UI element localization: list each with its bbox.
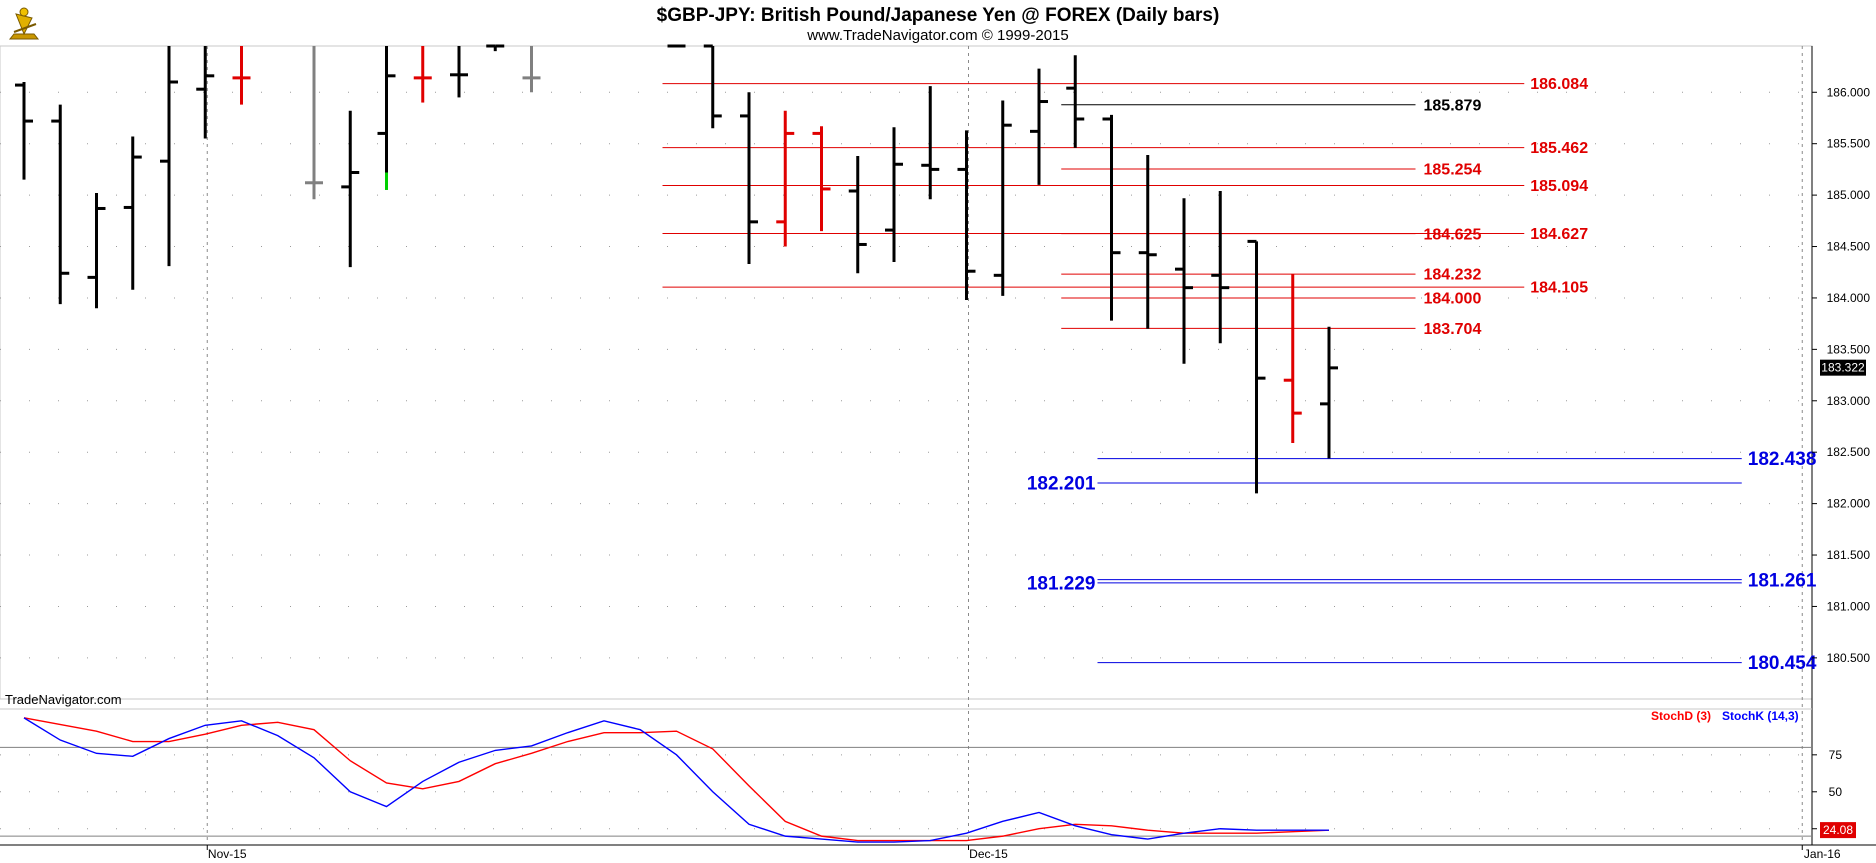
- time-axis: Nov-15 Dec-15 Jan-16: [206, 845, 1841, 861]
- time-tick-label: Jan-16: [1804, 847, 1841, 861]
- price-tick-label: 185.500: [1827, 137, 1871, 151]
- ohlc-bar: [486, 44, 505, 52]
- level-label: 182.201: [1027, 474, 1096, 495]
- stoch-tick-label: 50: [1829, 785, 1843, 799]
- price-tick-label: 181.000: [1827, 599, 1871, 613]
- ohlc-bar: [51, 104, 70, 305]
- price-tick-label: 182.000: [1827, 497, 1871, 511]
- price-tick-label: 181.500: [1827, 548, 1871, 562]
- ohlc-bar: [993, 100, 1012, 296]
- last-price-label: 183.322: [1821, 361, 1865, 375]
- level-label: 183.704: [1424, 321, 1482, 338]
- price-tick-label: 184.000: [1827, 291, 1871, 305]
- level-label: 185.254: [1424, 162, 1482, 179]
- ohlc-bar: [848, 156, 867, 274]
- level-label: 181.229: [1027, 574, 1096, 595]
- legend-stochk: StochK (14,3): [1722, 709, 1799, 723]
- stoch-series-line: [23, 717, 1329, 843]
- ohlc-bar: [957, 130, 976, 301]
- ohlc-bar: [703, 44, 722, 129]
- price-tick-label: 184.500: [1827, 240, 1871, 254]
- ohlc-bar: [1066, 55, 1085, 148]
- ohlc-bar: [15, 81, 33, 180]
- level-label: 184.625: [1424, 226, 1482, 243]
- price-tick-label: 183.000: [1827, 394, 1871, 408]
- ohlc-bar: [1320, 326, 1338, 459]
- ohlc-bar: [776, 110, 795, 247]
- stochastic-panel: 755025: [0, 717, 1843, 843]
- ohlc-bar: [305, 46, 323, 200]
- ohlc-bar: [740, 92, 758, 265]
- stoch-tick-label: 75: [1829, 748, 1843, 762]
- time-tick-label: Dec-15: [969, 847, 1008, 861]
- level-label: 184.105: [1530, 280, 1588, 297]
- ohlc-bar: [1138, 155, 1157, 329]
- ohlc-bars: [15, 44, 1338, 494]
- time-tick-label: Nov-15: [208, 847, 247, 861]
- ohlc-bar: [232, 46, 251, 105]
- ohlc-bar: [1030, 68, 1048, 185]
- price-tick-label: 186.000: [1827, 85, 1871, 99]
- ohlc-bar: [1247, 239, 1266, 494]
- level-label: 185.094: [1530, 178, 1588, 195]
- price-levels: 186.084 185.879 185.462 185.254 185.094 184.6…: [662, 76, 1817, 674]
- level-label: 184.627: [1530, 226, 1588, 243]
- ohlc-bar: [377, 46, 396, 173]
- ohlc-bar: [413, 46, 432, 103]
- level-label: 185.879: [1424, 97, 1482, 114]
- ohlc-bar: [1175, 198, 1193, 364]
- level-label: 185.462: [1530, 140, 1588, 157]
- price-tick-label: 185.000: [1827, 188, 1871, 202]
- level-label: 184.232: [1424, 267, 1482, 284]
- level-label: 184.000: [1424, 291, 1482, 308]
- level-label: 180.454: [1748, 653, 1817, 674]
- ohlc-bar: [196, 46, 215, 139]
- sextant-logo-icon: [8, 7, 40, 40]
- ohlc-bar: [123, 136, 142, 290]
- stoch-series-line: [23, 717, 1330, 842]
- price-tick-label: 182.500: [1827, 445, 1871, 459]
- ohlc-bar: [885, 127, 903, 262]
- ohlc-bar: [87, 193, 106, 309]
- legend-stochd: StochD (3): [1651, 709, 1711, 723]
- ohlc-bar: [522, 46, 541, 93]
- level-label: 182.438: [1748, 449, 1817, 470]
- ohlc-bar: [160, 46, 178, 267]
- ohlc-bar: [921, 86, 940, 200]
- ohlc-bar: [450, 46, 468, 98]
- chart-subtitle: www.TradeNavigator.com © 1999-2015: [806, 27, 1068, 44]
- level-label: 181.261: [1748, 570, 1817, 591]
- last-price-tag: 183.322: [1820, 359, 1866, 376]
- ohlc-bar: [341, 110, 360, 268]
- level-label: 186.084: [1530, 76, 1588, 93]
- ohlc-bar: [1283, 274, 1302, 443]
- price-tick-label: 183.500: [1827, 342, 1871, 356]
- price-axis: 186.000 185.500 185.000 184.500 184.000 183.5…: [1812, 85, 1870, 665]
- price-tick-label: 180.500: [1827, 651, 1871, 665]
- ohlc-bar: [812, 126, 831, 232]
- gridlines: [0, 46, 1812, 845]
- stoch-last-value: 24.08: [1823, 823, 1853, 837]
- ohlc-bar: [1211, 190, 1230, 344]
- chart-title: $GBP-JPY: British Pound/Japanese Yen @ F…: [657, 5, 1220, 26]
- ohlc-bar: [1102, 114, 1121, 321]
- watermark-label: TradeNavigator.com: [5, 692, 122, 707]
- stoch-last-tag: 24.08: [1820, 822, 1856, 839]
